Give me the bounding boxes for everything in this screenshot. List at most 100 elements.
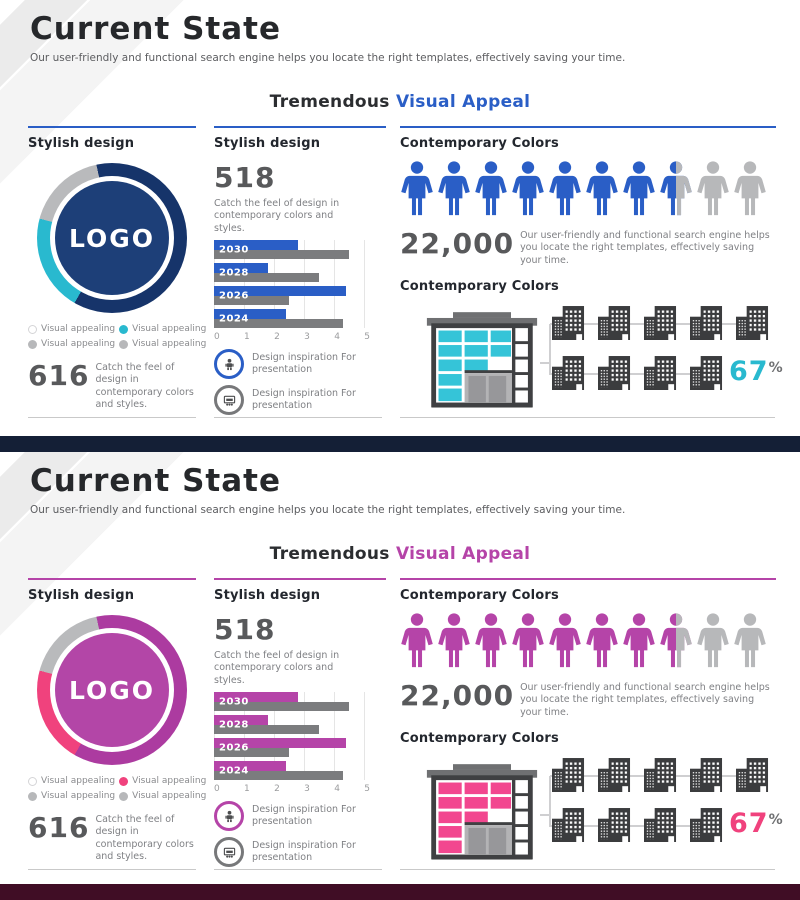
person-icon-slot	[511, 161, 545, 217]
legend-item: Visual appealing	[28, 791, 115, 801]
axis-tick-label: 5	[364, 784, 370, 795]
donut-hole: LOGO	[50, 176, 174, 300]
mini-buildings-row	[552, 306, 769, 341]
person-icon	[549, 613, 581, 668]
donut-chart: LOGO	[37, 163, 187, 313]
connector-line	[540, 814, 551, 817]
presentation-icon	[223, 847, 235, 858]
buildings-diagram: 67%	[400, 300, 783, 414]
bar-primary	[214, 761, 286, 771]
slide-bottom-bar	[0, 436, 800, 452]
axis-tick-label: 1	[244, 784, 250, 795]
icon-note: Design inspiration For presentation	[214, 349, 386, 380]
building-illustration	[426, 764, 538, 860]
note-text: Design inspiration For presentation	[252, 387, 356, 412]
person-icon-slot	[622, 613, 656, 669]
person-icon	[475, 161, 507, 216]
person-icon-slot	[548, 613, 582, 669]
bar-group: 2024	[214, 309, 364, 329]
person-icon-slot	[400, 613, 434, 669]
slide-header: Current State Our user-friendly and func…	[30, 464, 625, 516]
axis-tick-label: 4	[334, 332, 340, 343]
column-contemporary-colors: Contemporary Colors 22,000 Our user-frie…	[400, 126, 783, 414]
legend-item: Visual appealing	[119, 339, 206, 349]
bar-category-label: 2028	[219, 267, 249, 279]
logo-badge: LOGO	[55, 633, 169, 747]
stat-block: 22,000 Our user-friendly and functional …	[400, 682, 776, 719]
connector-line	[550, 373, 718, 376]
legend-dot-icon	[119, 324, 129, 334]
slide-subtitle: Our user-friendly and functional search …	[30, 504, 626, 517]
axis-tick-label: 3	[304, 784, 310, 795]
legend-label: Visual appealing	[132, 791, 207, 801]
note-text: Design inspiration For presentation	[252, 839, 356, 864]
legend-dot-icon	[28, 776, 37, 786]
bar-primary	[214, 309, 286, 319]
building-icon	[736, 306, 769, 341]
section-heading-prefix: Tremendous	[269, 544, 390, 564]
percentage-sign: %	[768, 812, 783, 829]
column-stylish-design-logo: Stylish design LOGO Visual appealing Visu…	[28, 126, 206, 411]
bar-group: 2028	[214, 263, 364, 283]
building-icon	[552, 808, 585, 843]
mini-buildings-row	[552, 356, 723, 391]
bar-primary	[214, 240, 298, 250]
infographic-slide: Current State Our user-friendly and func…	[0, 452, 800, 900]
section-heading-accent: Visual Appeal	[395, 92, 531, 112]
logo-text: LOGO	[68, 223, 156, 253]
bar-group: 2030	[214, 240, 364, 260]
column-stylish-design-logo: Stylish design LOGO Visual appealing Visu…	[28, 578, 206, 863]
footer-divider	[400, 869, 775, 870]
person-icon-slot	[696, 613, 730, 669]
percentage-number: 67	[729, 808, 769, 840]
building-icon	[690, 758, 723, 793]
legend-label: Visual appealing	[41, 339, 116, 349]
person-icon-slot	[548, 161, 582, 217]
column-contemporary-colors: Contemporary Colors 22,000 Our user-frie…	[400, 578, 783, 866]
footer-divider	[214, 869, 382, 870]
icon-note: Design inspiration For presentation	[214, 385, 386, 416]
stat-number: 616	[28, 811, 90, 844]
stat-number: 616	[28, 359, 90, 392]
donut-legend: Visual appealing Visual appealing Visual a…	[28, 324, 206, 349]
building-icon	[736, 758, 769, 793]
buildings-diagram: 67%	[400, 752, 783, 866]
slide-title: Current State	[30, 11, 282, 47]
person-icon-slot	[585, 613, 619, 669]
connector-line	[549, 776, 551, 828]
donut-chart: LOGO	[37, 615, 187, 765]
percentage-number: 67	[729, 356, 769, 388]
icon-note: Design inspiration For presentation	[214, 837, 386, 868]
legend-item: Visual appealing	[28, 776, 115, 786]
column-subheading: Contemporary Colors	[400, 279, 559, 295]
logo-text: LOGO	[68, 675, 156, 705]
person-icon-slot	[474, 613, 508, 669]
building-icon	[644, 808, 677, 843]
bar-primary	[214, 715, 268, 725]
section-heading: Tremendous Visual Appeal	[0, 92, 800, 112]
legend-dot-icon	[28, 791, 37, 801]
person-icon	[697, 161, 729, 216]
person-icon	[586, 161, 618, 216]
connector-line	[540, 362, 551, 365]
bar-secondary	[214, 249, 349, 260]
person-icon-slot	[696, 161, 730, 217]
person-icon-slot	[585, 161, 619, 217]
person-icon-slot	[733, 161, 767, 217]
column-heading: Stylish design	[28, 126, 196, 151]
chart-x-axis: 0 1 2 3 4 5	[214, 332, 370, 342]
legend-label: Visual appealing	[41, 776, 116, 786]
note-text: Design inspiration For presentation	[252, 803, 356, 828]
bar-secondary	[214, 272, 319, 283]
chart-x-axis: 0 1 2 3 4 5	[214, 784, 370, 794]
legend-item: Visual appealing	[28, 324, 115, 334]
legend-label: Visual appealing	[41, 791, 116, 801]
slide-bottom-bar	[0, 884, 800, 900]
person-icon	[401, 161, 433, 216]
person-icon	[623, 161, 655, 216]
horizontal-bar-chart: 2030 2028 2026 2024	[214, 692, 365, 781]
building-icon	[552, 356, 585, 391]
legend-label: Visual appealing	[41, 324, 116, 334]
person-icon	[475, 613, 507, 668]
legend-item: Visual appealing	[119, 776, 206, 786]
